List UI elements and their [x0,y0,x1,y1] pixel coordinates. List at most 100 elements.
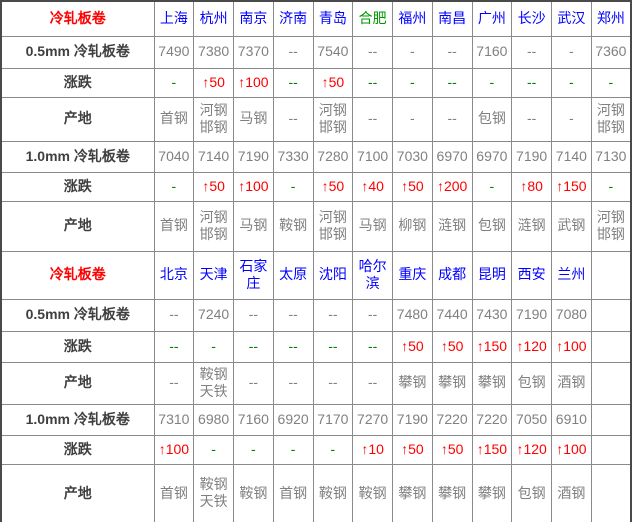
section1-05mm-origin-row: 产地 首钢 河钢邯钢 马钢 -- 河钢邯钢 -- - -- 包钢 -- - 河钢邯钢 [0,96,632,142]
price-change-cell: - [272,434,314,465]
price-cell: -- [272,298,314,332]
row-label: 产地 [0,200,155,252]
city-header-cell[interactable]: 成都 [431,250,473,300]
city-header-cell[interactable]: 武汉 [551,0,592,37]
price-cell: 6920 [272,403,314,436]
origin-cell: 涟钢 [511,200,552,252]
city-header-cell[interactable]: 合肥 [352,0,393,37]
city-header-cell[interactable]: 杭州 [193,0,234,37]
city-header-cell[interactable]: 石家庄 [233,250,274,300]
city-header-cell[interactable]: 昆明 [471,250,513,300]
price-cell: 7130 [590,140,632,173]
price-change-cell: -- [272,67,314,98]
city-header-cell[interactable]: 广州 [471,0,513,37]
city-header-cell[interactable]: 福州 [392,0,433,37]
price-cell: 7380 [193,35,234,69]
origin-cell: 河钢邯钢 [312,200,354,252]
section2-10mm-origin-row: 产地 首钢 鞍钢天铁 鞍钢 首钢 鞍钢 鞍钢 攀钢 攀钢 攀钢 包钢 酒钢 [0,463,632,522]
origin-cell: 攀钢 [392,463,433,522]
price-change-cell: ↑100 [153,434,195,465]
price-cell: 7310 [153,403,195,436]
origin-cell: 鞍钢天铁 [193,463,234,522]
section1-header-row: 冷轧板卷 上海 杭州 南京 济南 青岛 合肥 福州 南昌 广州 长沙 武汉 郑州 [0,0,632,37]
origin-cell: -- [352,96,393,142]
origin-cell: 鞍钢天铁 [193,361,234,405]
origin-cell: 河钢邯钢 [193,200,234,252]
origin-cell: 鞍钢 [233,463,274,522]
city-header-cell[interactable]: 青岛 [312,0,354,37]
origin-cell: 首钢 [153,200,195,252]
origin-cell: 鞍钢 [312,463,354,522]
price-change-cell: ↑100 [233,171,274,202]
price-change-cell: ↑200 [431,171,473,202]
price-cell: 7190 [511,140,552,173]
empty-cell [590,403,632,436]
city-header-cell[interactable]: 天津 [193,250,234,300]
price-cell: 7040 [153,140,195,173]
price-cell: - [551,35,592,69]
city-header-cell[interactable]: 南京 [233,0,274,37]
price-change-cell: -- [352,67,393,98]
price-change-cell: - [471,67,513,98]
price-cell: -- [352,298,393,332]
price-change-cell: ↑120 [511,434,552,465]
section2-05mm-origin-row: 产地 -- 鞍钢天铁 -- -- -- -- 攀钢 攀钢 攀钢 包钢 酒钢 [0,361,632,405]
row-label: 产地 [0,96,155,142]
price-cell: 7140 [193,140,234,173]
origin-cell: -- [431,96,473,142]
origin-cell: 马钢 [233,96,274,142]
city-header-cell[interactable]: 郑州 [590,0,632,37]
city-header-cell[interactable]: 长沙 [511,0,552,37]
price-cell: 7240 [193,298,234,332]
price-change-cell: ↑80 [511,171,552,202]
origin-cell: 河钢邯钢 [193,96,234,142]
origin-cell: 酒钢 [551,463,592,522]
origin-cell: 包钢 [471,200,513,252]
city-header-cell[interactable]: 南昌 [431,0,473,37]
price-cell: -- [511,35,552,69]
origin-cell: 涟钢 [431,200,473,252]
price-change-cell: - [312,434,354,465]
city-header-cell[interactable]: 上海 [153,0,195,37]
price-change-cell: ↑150 [551,171,592,202]
city-header-cell[interactable]: 西安 [511,250,552,300]
price-cell: 6970 [431,140,473,173]
city-header-cell[interactable]: 北京 [153,250,195,300]
origin-cell: 首钢 [272,463,314,522]
price-cell: 7430 [471,298,513,332]
price-change-cell: -- [511,67,552,98]
row-label: 涨跌 [0,330,155,363]
city-header-cell[interactable]: 重庆 [392,250,433,300]
price-cell: -- [431,35,473,69]
section2-10mm-change-row: 涨跌 ↑100- - - - ↑10 ↑50 ↑50 ↑150 ↑120 ↑100 [0,434,632,465]
section2-header-row: 冷轧板卷 北京 天津 石家庄 太原 沈阳 哈尔滨 重庆 成都 昆明 西安 兰州 [0,250,632,300]
city-header-cell[interactable]: 沈阳 [312,250,354,300]
city-header-cell[interactable]: 济南 [272,0,314,37]
origin-cell: - [392,96,433,142]
origin-cell: 首钢 [153,463,195,522]
row-label: 涨跌 [0,434,155,465]
city-header-cell[interactable]: 太原 [272,250,314,300]
price-cell: 6980 [193,403,234,436]
origin-cell: 河钢邯钢 [590,96,632,142]
price-change-cell: - [272,171,314,202]
city-header-cell[interactable]: 哈尔滨 [352,250,393,300]
row-label: 1.0mm 冷轧板卷 [0,403,155,436]
section2-10mm-price-row: 1.0mm 冷轧板卷 7310 6980 7160 6920 7170 7270 7190 72… [0,403,632,436]
origin-cell: 马钢 [233,200,274,252]
origin-cell: - [551,96,592,142]
price-cell: 7050 [511,403,552,436]
price-change-cell: - [590,171,632,202]
price-change-cell: - [193,330,234,363]
price-change-cell: - [153,171,195,202]
price-change-cell: - [193,434,234,465]
section2-05mm-change-row: 涨跌 -- - -- -- -- -- ↑50 ↑50 ↑150 ↑120 ↑100 [0,330,632,363]
price-change-cell: ↑50 [193,67,234,98]
price-cell: 7080 [551,298,592,332]
price-cell: 7540 [312,35,354,69]
city-header-cell[interactable]: 兰州 [551,250,592,300]
price-cell: 7490 [153,35,195,69]
price-change-cell: - [392,67,433,98]
price-cell: 7100 [352,140,393,173]
